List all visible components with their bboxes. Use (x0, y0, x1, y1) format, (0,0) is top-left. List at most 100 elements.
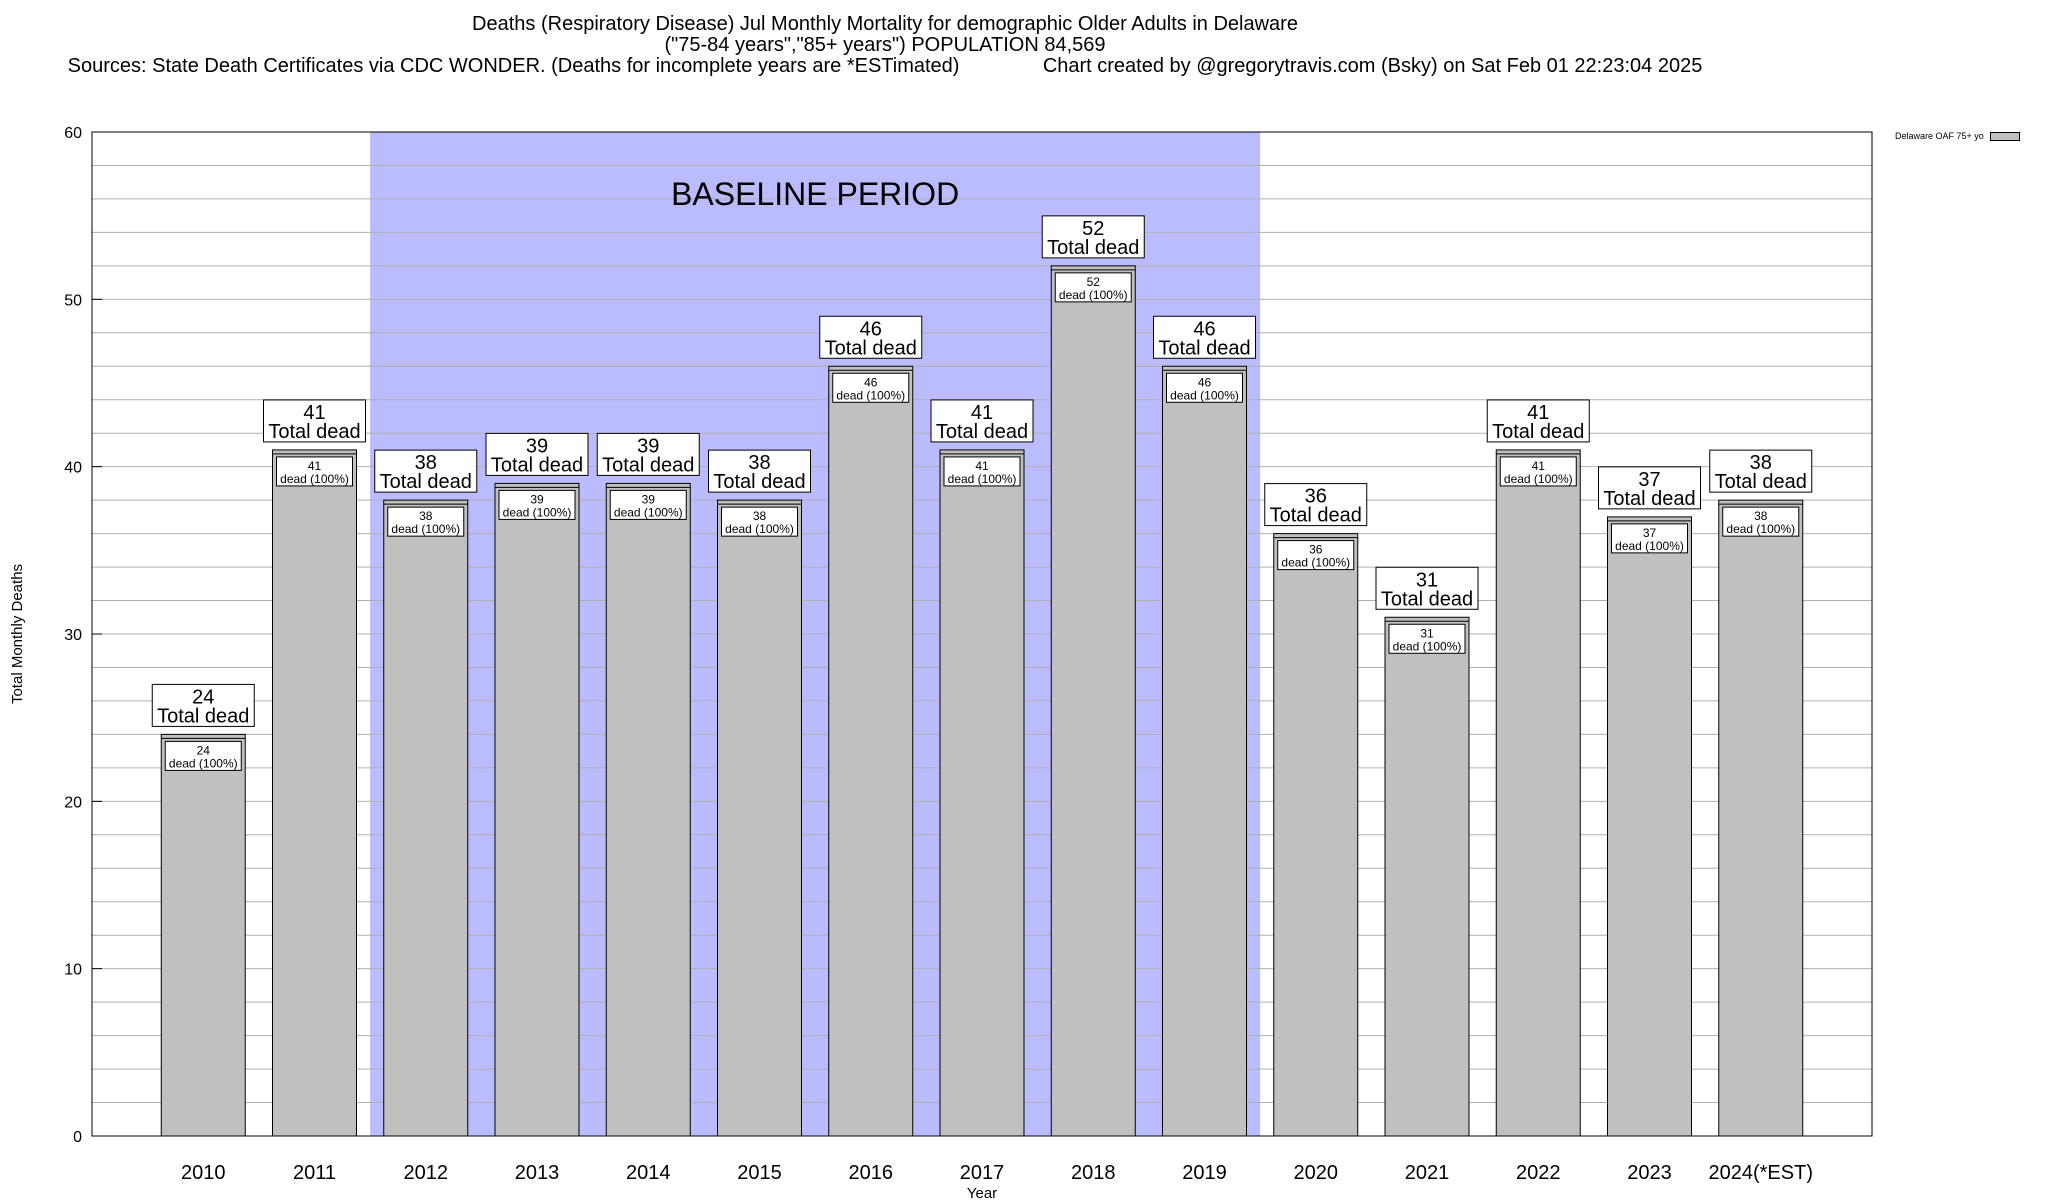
x-tick-label: 2022 (1516, 1162, 1561, 1184)
x-tick-label: 2014 (626, 1162, 671, 1184)
bar-top-label-box (1041, 215, 1145, 259)
bar (828, 365, 914, 1137)
bar-top-label-box (1486, 399, 1590, 443)
legend-label: Delaware OAF 75+ yo (1895, 131, 1984, 141)
y-tick-label: 60 (64, 125, 82, 142)
bar-inner-value: 52 (1087, 275, 1101, 289)
bar-top-caption: Total dead (1158, 337, 1250, 359)
bar-top-caption: Total dead (1603, 488, 1695, 510)
x-tick-label: 2021 (1405, 1162, 1450, 1184)
y-tick-label: 50 (64, 292, 82, 309)
bar-inner-percent: dead (100%) (1059, 288, 1128, 302)
bar-inner-label-box (164, 740, 242, 771)
bar-top-value: 46 (1193, 318, 1215, 340)
bar-inner-percent: dead (100%) (725, 522, 794, 536)
chart-sources: Sources: State Death Certificates via CD… (67, 55, 960, 77)
legend: Delaware OAF 75+ yo (1895, 131, 2020, 142)
bar (160, 733, 246, 1137)
bar-inner-label-box (832, 372, 910, 403)
bar-top-label-box (596, 432, 700, 476)
bar-inner-label-box (1277, 540, 1355, 571)
y-tick-label: 30 (64, 627, 82, 644)
bar-top-label-box (930, 399, 1034, 443)
x-tick-label: 2015 (737, 1162, 782, 1184)
chart-title: Deaths (Respiratory Disease) Jul Monthly… (472, 13, 1298, 35)
bar-top-caption: Total dead (602, 454, 694, 476)
bar-top-value: 37 (1638, 469, 1660, 491)
bar-top-label-box (1264, 483, 1368, 527)
y-tick-label: 20 (64, 794, 82, 811)
bar-inner-label-box (1722, 506, 1800, 537)
bar-inner-value: 24 (197, 743, 211, 757)
bar (494, 482, 580, 1137)
bar-inner-percent: dead (100%) (1281, 556, 1350, 570)
bar-top-label-box (708, 449, 811, 493)
bar-inner-value: 39 (530, 492, 544, 506)
bar (1384, 616, 1470, 1137)
bar (939, 449, 1025, 1137)
bar-inner-percent: dead (100%) (1726, 522, 1795, 536)
bar-inner-value: 31 (1420, 626, 1434, 640)
x-tick-label: 2017 (960, 1162, 1005, 1184)
bar-top-label-box (263, 399, 366, 443)
x-tick-label: 2020 (1294, 1162, 1339, 1184)
bar-top-caption: Total dead (825, 337, 917, 359)
bar-inner-percent: dead (100%) (1393, 639, 1462, 653)
x-tick-label: 2018 (1071, 1162, 1116, 1184)
bar-top-value: 38 (748, 452, 770, 474)
chart-subtitle: ("75-84 years","85+ years") POPULATION 8… (664, 34, 1106, 56)
y-tick-label: 0 (73, 1129, 82, 1146)
bar-top-label-box (151, 683, 255, 727)
x-tick-label: 2011 (293, 1162, 336, 1184)
bar (605, 482, 691, 1137)
bar (1607, 516, 1692, 1137)
bar-inner-percent: dead (100%) (391, 522, 460, 536)
bar-top-caption: Total dead (1270, 505, 1362, 527)
x-tick-label: 2010 (181, 1162, 226, 1184)
bar-top-value: 36 (1305, 486, 1327, 508)
bar-inner-percent: dead (100%) (614, 505, 683, 519)
y-axis-title: Total Monthly Deaths (9, 564, 26, 704)
bar (1718, 499, 1804, 1137)
x-tick-label: 2019 (1182, 1162, 1227, 1184)
bar-top-value: 31 (1416, 569, 1438, 591)
bar-top-value: 52 (1082, 218, 1104, 240)
bar-top-label-box (1153, 315, 1256, 359)
bar-top-caption: Total dead (268, 421, 360, 443)
bar-inner-percent: dead (100%) (169, 756, 238, 770)
bar (272, 449, 357, 1137)
bar-top-label-box (374, 449, 478, 493)
bar-top-caption: Total dead (491, 454, 583, 476)
bar-inner-percent: dead (100%) (836, 388, 905, 402)
bar-top-value: 41 (303, 402, 325, 424)
plot-frame (91, 131, 1873, 1137)
bar (1273, 533, 1359, 1137)
bar-inner-percent: dead (100%) (948, 472, 1017, 486)
bar-top-value: 38 (1750, 452, 1772, 474)
bar (383, 499, 469, 1137)
bar-inner-value: 37 (1643, 526, 1657, 540)
bar-inner-percent: dead (100%) (280, 472, 349, 486)
x-axis-title: Year (967, 1185, 997, 1200)
bar-inner-label-box (276, 456, 353, 487)
bar-top-value: 41 (971, 402, 993, 424)
bar-inner-value: 41 (308, 459, 322, 473)
bar-inner-value: 36 (1309, 543, 1323, 557)
chart-credit: Chart created by @gregorytravis.com (Bsk… (1042, 55, 1703, 77)
bar-inner-label-box (498, 489, 576, 520)
legend-swatch (1989, 132, 2020, 142)
bar-top-caption: Total dead (1047, 237, 1139, 259)
bar-top-value: 41 (1527, 402, 1549, 424)
bar-inner-label-box (1499, 456, 1577, 487)
chart-title-block: Deaths (Respiratory Disease) Jul Monthly… (0, 14, 1770, 77)
bar-inner-value: 41 (975, 459, 989, 473)
bar-top-value: 46 (860, 318, 882, 340)
bar-inner-label-box (943, 456, 1021, 487)
bar-top-caption: Total dead (380, 471, 472, 493)
bar-top-value: 39 (637, 435, 659, 457)
x-tick-label: 2013 (515, 1162, 560, 1184)
bar-inner-value: 46 (864, 375, 878, 389)
bar-inner-label-box (387, 506, 465, 537)
y-tick-label: 40 (64, 460, 82, 477)
